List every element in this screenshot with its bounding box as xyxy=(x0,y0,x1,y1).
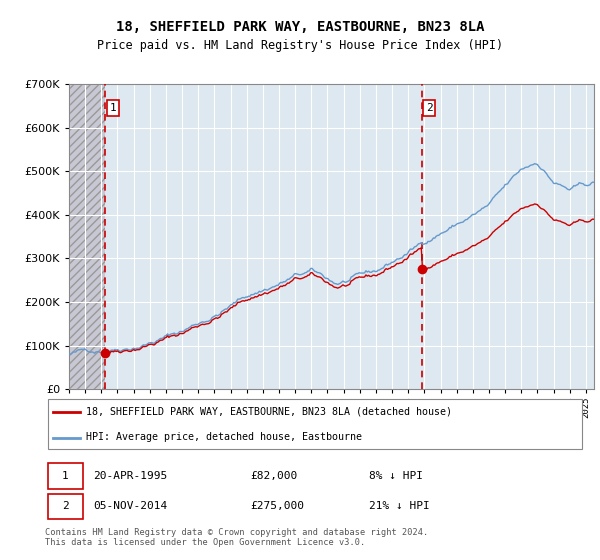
FancyBboxPatch shape xyxy=(48,464,83,488)
Text: 1: 1 xyxy=(109,103,116,113)
Text: 18, SHEFFIELD PARK WAY, EASTBOURNE, BN23 8LA (detached house): 18, SHEFFIELD PARK WAY, EASTBOURNE, BN23… xyxy=(86,407,452,417)
Text: 2: 2 xyxy=(426,103,433,113)
Text: 20-APR-1995: 20-APR-1995 xyxy=(94,471,168,481)
Text: Price paid vs. HM Land Registry's House Price Index (HPI): Price paid vs. HM Land Registry's House … xyxy=(97,39,503,52)
FancyBboxPatch shape xyxy=(48,493,83,519)
Text: £275,000: £275,000 xyxy=(250,501,304,511)
Text: 8% ↓ HPI: 8% ↓ HPI xyxy=(369,471,423,481)
FancyBboxPatch shape xyxy=(48,399,582,449)
Text: 21% ↓ HPI: 21% ↓ HPI xyxy=(369,501,430,511)
Text: HPI: Average price, detached house, Eastbourne: HPI: Average price, detached house, East… xyxy=(86,432,361,442)
Text: 18, SHEFFIELD PARK WAY, EASTBOURNE, BN23 8LA: 18, SHEFFIELD PARK WAY, EASTBOURNE, BN23… xyxy=(116,20,484,34)
Text: £82,000: £82,000 xyxy=(250,471,298,481)
Text: 2: 2 xyxy=(62,501,69,511)
Text: 1: 1 xyxy=(62,471,69,481)
Bar xyxy=(69,84,106,389)
Text: Contains HM Land Registry data © Crown copyright and database right 2024.
This d: Contains HM Land Registry data © Crown c… xyxy=(45,528,428,547)
Text: 05-NOV-2014: 05-NOV-2014 xyxy=(94,501,168,511)
